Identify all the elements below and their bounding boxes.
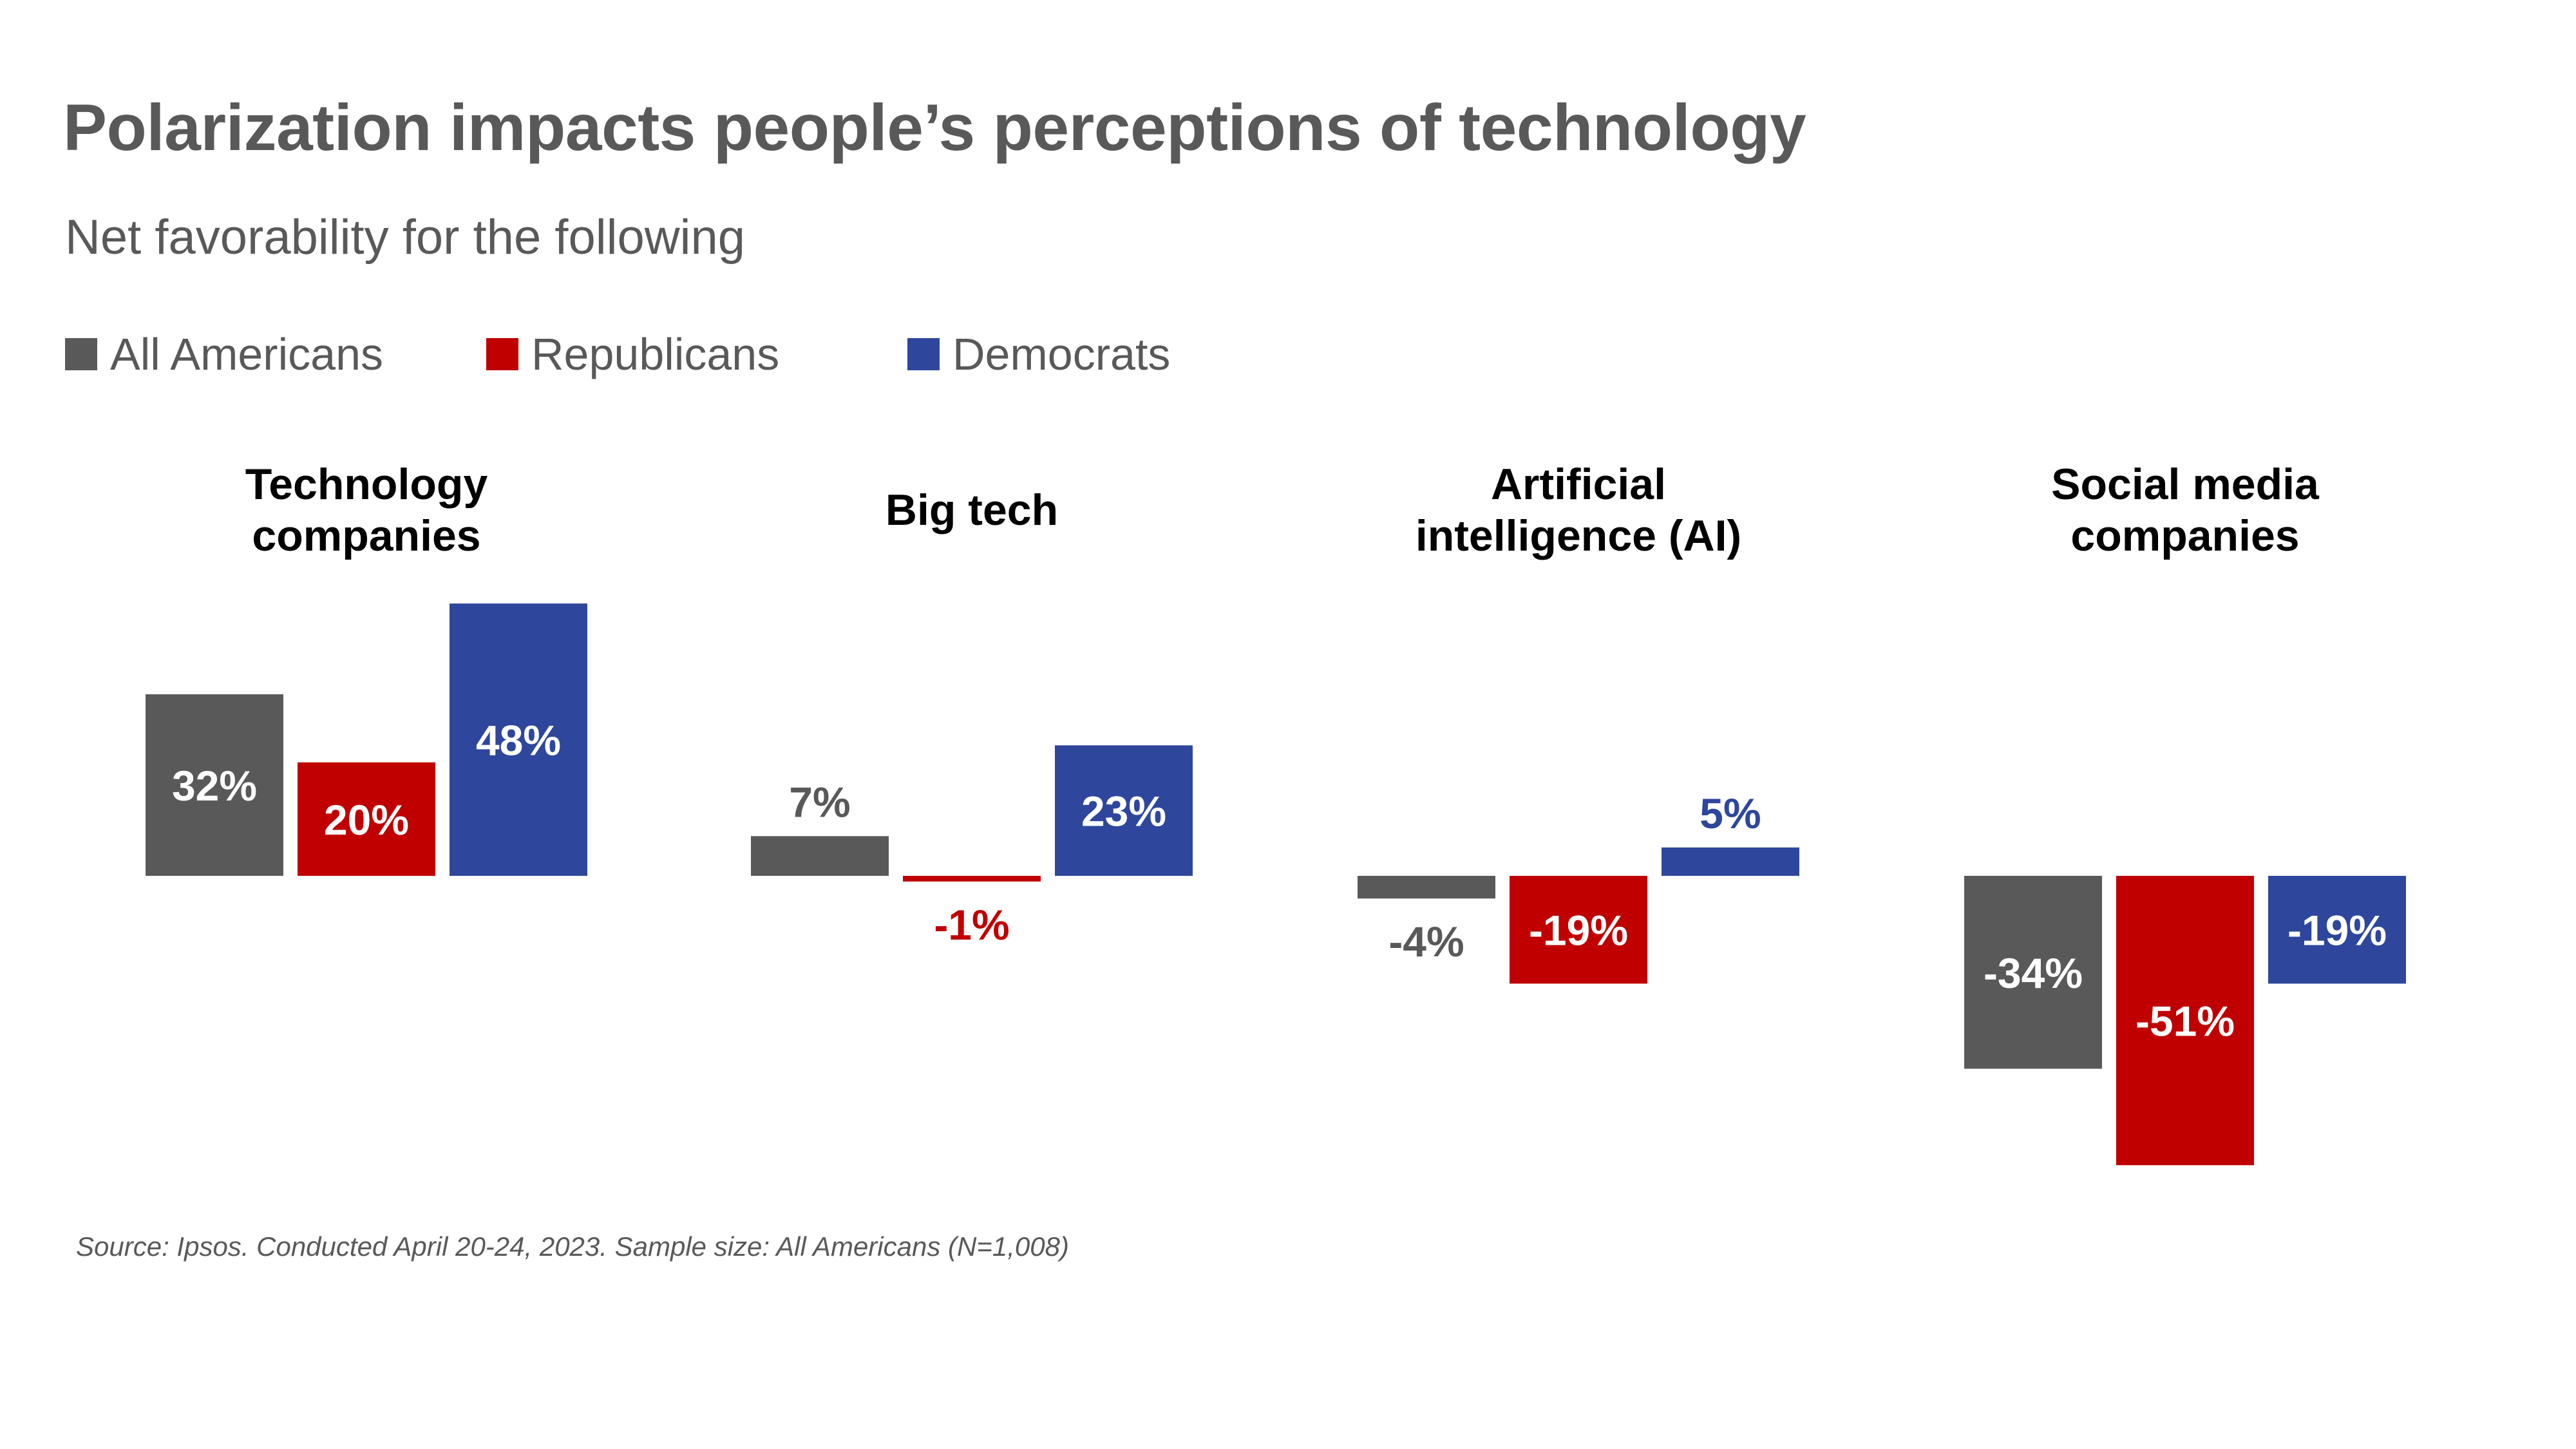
bar-social-media-companies-republicans <box>2116 876 2254 1166</box>
source-footnote: Source: Ipsos. Conducted April 20-24, 20… <box>76 1231 1069 1262</box>
legend-swatch-republicans <box>486 338 518 370</box>
data-label-social-media-companies-republicans: -51% <box>2136 998 2235 1045</box>
category-label-technology-companies-line-2: companies <box>252 511 480 560</box>
legend-item-all-americans: All Americans <box>65 328 383 380</box>
data-label-big-tech-democrats: 23% <box>1081 788 1166 835</box>
bar-big-tech-all-americans <box>751 836 889 876</box>
category-label-technology-companies-line-1: Technology <box>245 460 488 509</box>
category-label-artificial-intelligence-ai-line-2: intelligence (AI) <box>1416 511 1741 560</box>
bar-technology-companies-democrats <box>450 603 587 876</box>
bar-artificial-intelligence-ai-all-americans <box>1358 876 1495 899</box>
category-label-social-media-companies-line-1: Social media <box>2051 460 2320 509</box>
legend-swatch-all-americans <box>65 338 97 370</box>
bar-technology-companies-all-americans <box>146 694 283 876</box>
data-label-artificial-intelligence-ai-republicans: -19% <box>1529 907 1628 954</box>
legend-swatch-democrats <box>907 338 940 370</box>
category-label-big-tech-line-1: Big tech <box>886 486 1058 535</box>
chart-subtitle: Net favorability for the following <box>65 210 746 265</box>
data-label-social-media-companies-all-americans: -34% <box>1984 949 2083 997</box>
data-label-artificial-intelligence-ai-all-americans: -4% <box>1388 918 1464 965</box>
bar-artificial-intelligence-ai-republicans <box>1510 876 1647 984</box>
data-label-big-tech-all-americans: 7% <box>789 778 850 826</box>
legend-label-all-americans: All Americans <box>110 329 384 379</box>
legend-label-democrats: Democrats <box>952 329 1171 379</box>
bar-artificial-intelligence-ai-democrats <box>1662 847 1799 876</box>
category-label-social-media-companies-line-2: companies <box>2070 511 2299 560</box>
data-label-social-media-companies-democrats: -19% <box>2287 907 2387 954</box>
bar-technology-companies-republicans <box>298 762 435 876</box>
data-label-technology-companies-democrats: 48% <box>476 717 561 764</box>
legend-item-republicans: Republicans <box>486 328 779 380</box>
chart-title: Polarization impacts people’s perception… <box>63 91 1806 164</box>
bar-social-media-companies-all-americans <box>1964 876 2102 1069</box>
data-label-big-tech-republicans: -1% <box>934 901 1009 949</box>
legend-label-republicans: Republicans <box>531 329 780 379</box>
data-label-technology-companies-republicans: 20% <box>324 796 409 844</box>
legend-item-democrats: Democrats <box>907 328 1170 380</box>
bar-social-media-companies-democrats <box>2268 876 2406 984</box>
bar-big-tech-republicans <box>903 876 1041 882</box>
data-label-artificial-intelligence-ai-democrats: 5% <box>1700 790 1761 837</box>
bar-big-tech-democrats <box>1055 745 1193 876</box>
data-label-technology-companies-all-americans: 32% <box>172 762 257 810</box>
category-label-artificial-intelligence-ai-line-1: Artificial <box>1491 460 1666 509</box>
